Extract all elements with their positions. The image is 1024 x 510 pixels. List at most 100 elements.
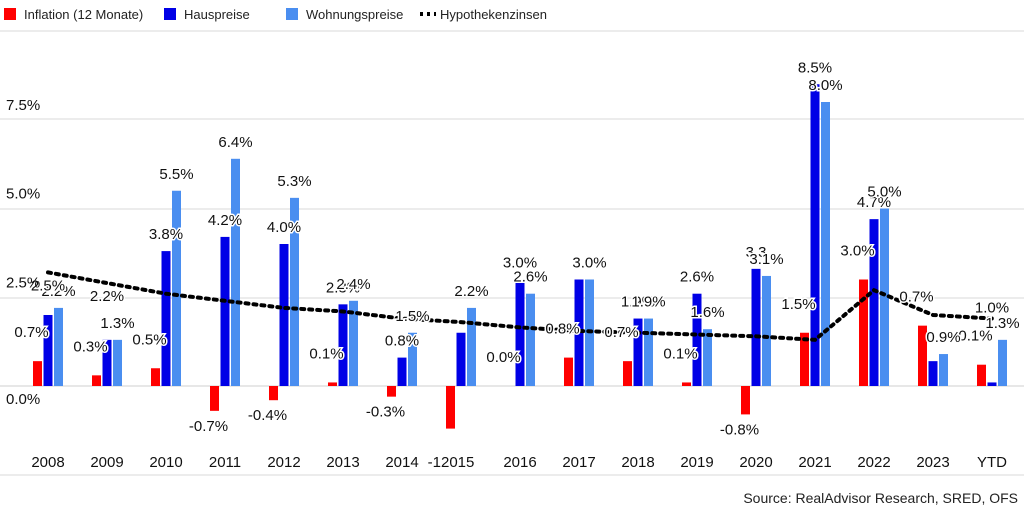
legend-item-hauspreise: Hauspreise xyxy=(164,7,250,22)
y-tick-label: 7.5% xyxy=(6,97,40,114)
bar-wohnungspreise-2023 xyxy=(939,354,948,386)
bar-hauspreise-2012 xyxy=(279,244,289,386)
x-tick-label-2017: 2017 xyxy=(562,454,595,471)
bar-wohnungspreise-2013 xyxy=(349,300,358,386)
bar-inflation-12-monate-2010 xyxy=(151,368,160,386)
data-label-wohnungspreise-2022: 5.0% xyxy=(867,184,901,201)
x-tick-label-2016: 2016 xyxy=(503,454,536,471)
data-label-inflation-12-monate-2008: 0.7% xyxy=(14,324,48,341)
data-label-wohnungspreise-ytd: 1.3% xyxy=(985,315,1019,332)
data-label-inflation-12-monate-2014: -0.3% xyxy=(366,404,405,421)
data-label-inflation-12-monate-2011: -0.7% xyxy=(189,418,228,435)
bar-wohnungspreise-2022 xyxy=(880,208,889,386)
data-label-wohnungspreise-2008: 2.2% xyxy=(41,283,75,300)
bar-wohnungspreise-2010 xyxy=(172,190,181,386)
data-label-hauspreise-2022: 4.7% xyxy=(857,194,891,211)
data-label-inflation-12-monate-2019: 0.1% xyxy=(663,345,697,362)
data-label-inflation-12-monate-2020: -0.8% xyxy=(720,421,759,438)
data-label-inflation-12-monate-2023: 0.7% xyxy=(899,289,933,306)
bar-hauspreise-12015 xyxy=(456,332,466,386)
data-label-hauspreise-2020: 3.3 xyxy=(746,244,767,261)
x-axis: 2008 2009 2010 2011 2012 2013 2014 -12015 2016 20… xyxy=(31,454,1007,471)
data-label-hauspreise-2011: 4.2% xyxy=(208,212,242,229)
data-label-hauspreise-2017: 3. xyxy=(573,255,586,272)
data-label-wohnungspreise-2020: 3.1% xyxy=(749,251,783,268)
bar-hauspreise-2011 xyxy=(220,236,230,386)
data-label-wohnungspreise-2017: 3.0% xyxy=(572,255,606,272)
data-label-inflation-12-monate-2009: 0.3% xyxy=(73,338,107,355)
data-label-hypothekenzinsen-2009: 2.2% xyxy=(90,288,124,305)
bar-inflation-12-monate-2008 xyxy=(33,361,42,386)
bar-inflation-12-monate-2013 xyxy=(328,382,337,386)
data-label-hauspreise-2021: 8.5% xyxy=(798,59,832,76)
bar-inflation-12-monate-12015 xyxy=(446,386,455,429)
bar-inflation-12-monate-2017 xyxy=(564,357,573,386)
y-axis: 7.5% 5.0% 2.5% 0.0% xyxy=(6,97,40,408)
legend-swatch xyxy=(286,8,298,20)
data-label-wohnungspreise-2009: 1.3% xyxy=(100,315,134,332)
x-tick-label-2009: 2009 xyxy=(90,454,123,471)
data-label-hypothekenzinsen-2008: 2.5% xyxy=(31,277,65,294)
x-tick-label-2020: 2020 xyxy=(739,454,772,471)
bar-inflation-12-monate-ytd xyxy=(977,364,986,386)
x-tick-label-2018: 2018 xyxy=(621,454,654,471)
data-label-inflation-12-monate-2013: 0.1% xyxy=(309,345,343,362)
grid xyxy=(0,30,1024,476)
legend-item-hypothekenzinsen: Hypothekenzinsen xyxy=(420,7,547,22)
bar-wohnungspreise-2018 xyxy=(644,318,653,386)
bar-inflation-12-monate-2018 xyxy=(623,361,632,386)
x-tick-label-12015: -12015 xyxy=(428,454,475,471)
bar-inflation-12-monate-2021 xyxy=(800,332,809,386)
data-label-wohnungspreise-12015: 2.2% xyxy=(454,283,488,300)
data-label-hauspreise-2019: 2.6% xyxy=(680,269,714,286)
bar-hauspreise-2009 xyxy=(102,339,112,386)
bar-wohnungspreise-ytd xyxy=(998,339,1007,386)
bar-inflation-12-monate-2022 xyxy=(859,279,868,386)
bar-wohnungspreise-2011 xyxy=(231,158,240,386)
data-label-wohnungspreise-2021: 8.0% xyxy=(808,77,842,94)
bar-wohnungspreise-2014 xyxy=(408,332,417,386)
bar-hauspreise-2023 xyxy=(928,361,938,386)
bar-hauspreise-2022 xyxy=(869,219,879,386)
legend-label: Hypothekenzinsen xyxy=(440,7,547,22)
data-label-wohnungspreise-2012: 5.3% xyxy=(277,173,311,190)
legend-swatch xyxy=(164,8,176,20)
bar-hauspreise-2013 xyxy=(338,304,348,386)
data-label-wohnungspreise-2013: 2.4% xyxy=(336,276,370,293)
data-label-hauspreise-2013: 2.3% xyxy=(326,279,360,296)
bar-wohnungspreise-2020 xyxy=(762,275,771,386)
data-label-hauspreise-2016: 3.0% xyxy=(503,255,537,272)
x-tick-label-2010: 2010 xyxy=(149,454,182,471)
data-label-wohnungspreise-2011: 6.4% xyxy=(218,134,252,151)
bar-hauspreise-2016 xyxy=(515,279,525,386)
bar-hauspreise-2008 xyxy=(43,315,53,386)
data-label-inflation-12-monate-2022: 3.0% xyxy=(840,243,874,260)
bar-inflation-12-monate-2023 xyxy=(918,325,927,386)
data-label-wohnungspreise-2023: 0.9% xyxy=(926,329,960,346)
x-tick-label-2012: 2012 xyxy=(267,454,300,471)
bar-wohnungspreise-2012 xyxy=(290,197,299,386)
bar-hauspreise-2010 xyxy=(161,251,171,386)
x-tick-label-2008: 2008 xyxy=(31,454,64,471)
data-label-wohnungspreise-2018: 1.9% xyxy=(631,294,665,311)
legend-label: Inflation (12 Monate) xyxy=(24,7,143,22)
bar-inflation-12-monate-2014 xyxy=(387,386,396,397)
x-tick-label-2014: 2014 xyxy=(385,454,418,471)
data-label-inflation-12-monate-2021: 1.5% xyxy=(781,296,815,313)
x-tick-label-2021: 2021 xyxy=(798,454,831,471)
x-tick-label-2013: 2013 xyxy=(326,454,359,471)
bar-inflation-12-monate-2011 xyxy=(210,386,219,411)
legend-item-inflation-12-monate: Inflation (12 Monate) xyxy=(4,7,143,22)
y-tick-label: 5.0% xyxy=(6,186,40,203)
legend-item-wohnungspreise: Wohnungspreise xyxy=(286,7,403,22)
y-tick-label: 2.5% xyxy=(6,274,40,291)
y-tick-label: 0.0% xyxy=(6,391,40,408)
bar-hauspreise-2018 xyxy=(633,318,643,386)
x-tick-label-2011: 2011 xyxy=(209,454,241,471)
data-label-hypothekenzinsen-ytd: 1.0% xyxy=(975,300,1009,317)
legend: Inflation (12 Monate) Hauspreise Wohnungsp… xyxy=(4,7,547,22)
bar-wohnungspreise-2021 xyxy=(821,102,830,386)
data-label-inflation-12-monate-2018: 0.7% xyxy=(604,324,638,341)
bar-wohnungspreise-2008 xyxy=(54,307,63,386)
